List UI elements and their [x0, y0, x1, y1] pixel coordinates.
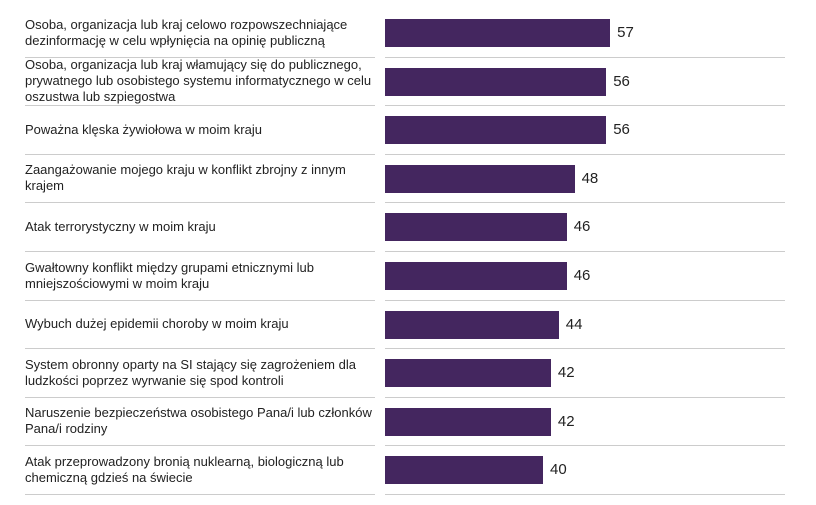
separator [385, 105, 785, 107]
separator [385, 202, 785, 204]
separator [385, 348, 785, 350]
category-label: Atak przeprowadzony bronią nuklearną, bi… [25, 453, 344, 485]
bar [385, 407, 551, 436]
bar [385, 213, 567, 242]
category-label: Osoba, organizacja lub kraj celowo rozpo… [25, 16, 348, 48]
category-label: Naruszenie bezpieczeństwa osobistego Pan… [25, 405, 372, 437]
row: Wybuch dużej epidemii choroby w moim kra… [0, 301, 816, 350]
separator [25, 56, 375, 58]
separator [25, 299, 375, 301]
separator [25, 105, 375, 107]
bar [385, 456, 543, 485]
separator [385, 493, 785, 495]
bar [385, 164, 575, 193]
separator [385, 250, 785, 252]
bar [385, 67, 607, 96]
row: System obronny oparty na SI stający się … [0, 349, 816, 398]
category-label: Poważna klęska żywiołowa w moim kraju [25, 121, 262, 137]
value-label: 44 [565, 315, 583, 333]
row: Atak terrorystyczny w moim kraju 46 [0, 203, 816, 252]
category-label: Gwałtowny konflikt między grupami etnicz… [25, 259, 314, 291]
bar [385, 310, 559, 339]
separator [25, 493, 375, 495]
row: Atak przeprowadzony bronią nuklearną, bi… [0, 446, 816, 495]
value-label: 40 [550, 461, 567, 479]
separator [385, 445, 785, 447]
separator [25, 396, 375, 398]
value-label: 56 [613, 121, 630, 139]
bar [385, 262, 567, 290]
separator [25, 153, 375, 155]
value-label: 46 [573, 267, 591, 284]
category-label: Zaangażowanie mojego kraju w konflikt zb… [25, 162, 346, 194]
separator [25, 250, 375, 252]
separator [385, 153, 785, 155]
value-label: 42 [557, 412, 575, 430]
bar [385, 19, 611, 47]
category-label: Atak terrorystyczny w moim kraju [25, 218, 216, 234]
separator [25, 445, 375, 447]
bar [385, 116, 607, 145]
value-label: 56 [613, 72, 630, 90]
row: Osoba, organizacja lub kraj celowo rozpo… [0, 9, 816, 58]
separator [385, 299, 785, 301]
row: Naruszenie bezpieczeństwa osobistego Pan… [0, 398, 816, 447]
separator [25, 202, 375, 204]
category-label: System obronny oparty na SI stający się … [25, 356, 356, 388]
separator [385, 396, 785, 398]
row: Osoba, organizacja lub kraj włamujący si… [0, 57, 816, 107]
value-label: 46 [573, 218, 591, 236]
bar [385, 359, 551, 388]
separator [25, 348, 375, 350]
value-label: 48 [581, 169, 599, 187]
row: Gwałtowny konflikt między grupami etnicz… [0, 252, 816, 301]
value-label: 57 [617, 24, 634, 41]
row: Poważna klęska żywiołowa w moim kraju 56 [0, 106, 816, 155]
row: Zaangażowanie mojego kraju w konflikt zb… [0, 155, 816, 204]
value-label: 42 [557, 364, 575, 382]
category-label: Wybuch dużej epidemii choroby w moim kra… [25, 316, 289, 332]
category-label: Osoba, organizacja lub kraj włamujący si… [25, 57, 372, 105]
separator [385, 56, 785, 58]
